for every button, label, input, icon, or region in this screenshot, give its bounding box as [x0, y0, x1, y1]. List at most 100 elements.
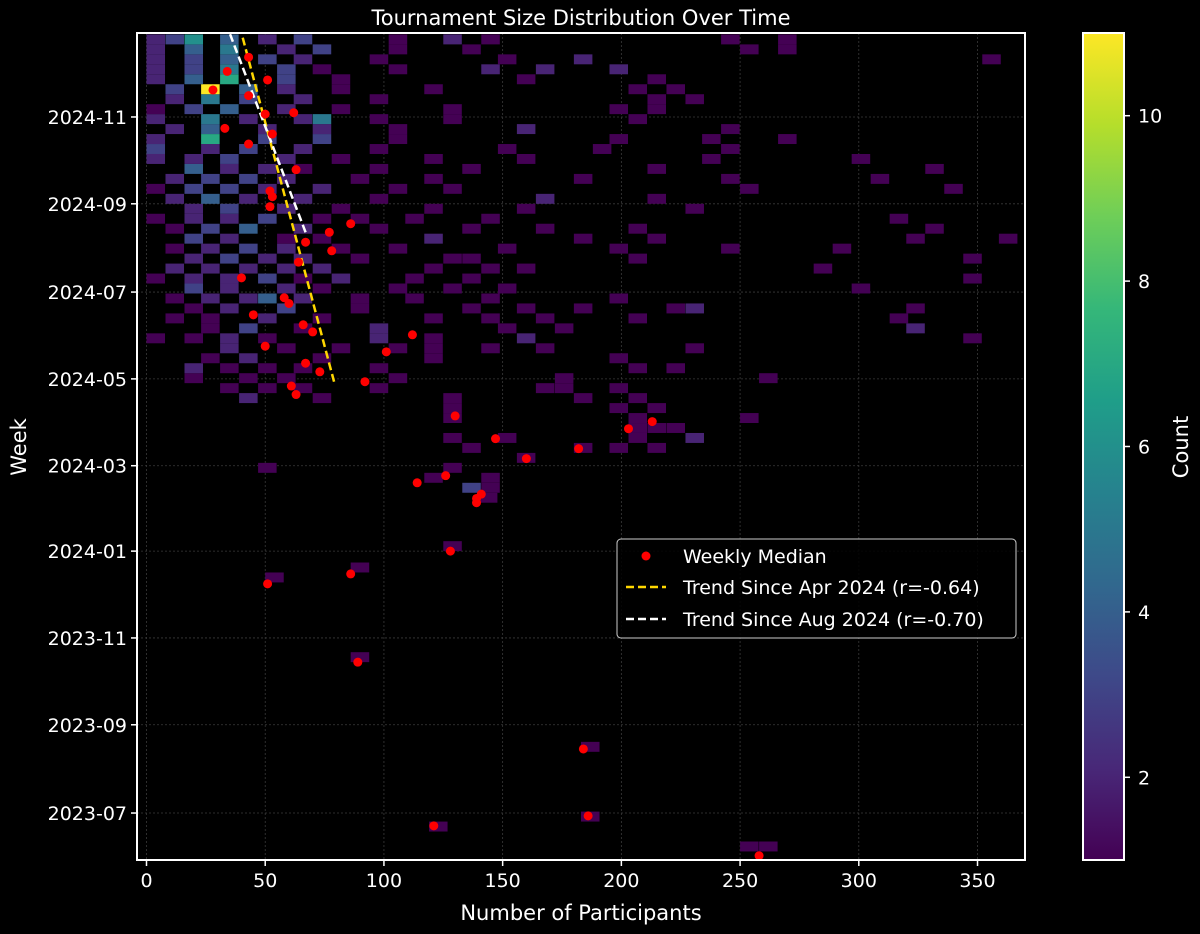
heatmap-cell [424, 203, 443, 214]
heatmap-cell [201, 293, 220, 304]
median-point [244, 139, 254, 149]
median-point [623, 424, 633, 434]
heatmap-cell [146, 213, 166, 224]
heatmap-cell [312, 233, 332, 244]
heatmap-cell [258, 54, 277, 65]
median-point [360, 377, 370, 387]
heatmap-cell [573, 173, 593, 184]
heatmap-cell [277, 373, 296, 384]
heatmap-cell [609, 403, 629, 414]
colorbar-tick-label: 8 [1138, 271, 1150, 293]
heatmap-cell [443, 253, 462, 264]
heatmap-cell [277, 44, 296, 55]
heatmap-cell [516, 153, 536, 164]
heatmap-cell [647, 403, 666, 414]
heatmap-cell [258, 313, 277, 324]
heatmap-cell [146, 144, 166, 154]
heatmap-cell [165, 124, 185, 135]
heatmap-cell [201, 323, 220, 334]
heatmap-cell [265, 572, 284, 583]
heatmap-cell [239, 84, 258, 95]
heatmap-cell [146, 153, 166, 164]
heatmap-cell [573, 54, 593, 65]
heatmap-cell [628, 114, 648, 125]
chart-title: Tournament Size Distribution Over Time [370, 6, 790, 30]
y-tick-label: 2023-11 [48, 628, 127, 650]
heatmap-cell [277, 64, 296, 75]
heatmap-cell [609, 353, 629, 364]
y-tick-label: 2024-07 [48, 282, 127, 304]
heatmap-cell [165, 293, 185, 304]
y-axis-label: Week [7, 417, 31, 475]
heatmap-cell [497, 144, 517, 154]
heatmap-cell [165, 263, 185, 274]
heatmap-cell [721, 243, 740, 254]
heatmap-cell [146, 34, 166, 45]
heatmap-cell [331, 104, 351, 115]
heatmap-cell [388, 34, 408, 45]
median-point [236, 273, 246, 283]
heatmap-cell [220, 363, 239, 374]
heatmap-cell [573, 442, 593, 453]
heatmap-cell [312, 114, 332, 125]
heatmap-cell [889, 213, 909, 224]
x-tick-label: 250 [722, 870, 758, 892]
heatmap-cell [443, 114, 462, 125]
heatmap-cell [293, 34, 313, 45]
heatmap-cell [443, 403, 462, 414]
heatmap-cell [239, 353, 258, 364]
heatmap-cell [277, 263, 296, 274]
heatmap-cell [258, 163, 277, 174]
heatmap-cell [146, 134, 166, 145]
median-point [220, 123, 230, 133]
heatmap-cell [481, 343, 500, 354]
heatmap-cell [184, 363, 204, 374]
heatmap-cell [998, 233, 1018, 244]
heatmap-cell [369, 114, 389, 125]
heatmap-cell [201, 313, 220, 324]
heatmap-cell [609, 104, 629, 115]
heatmap-cell [443, 432, 462, 443]
median-point [754, 851, 764, 860]
median-point [647, 417, 657, 427]
heatmap-cell [369, 323, 389, 334]
x-tick-label: 50 [253, 870, 277, 892]
heatmap-cell [424, 343, 443, 354]
heatmap-cell [184, 213, 204, 224]
heatmap-cell [405, 293, 424, 304]
heatmap-cell [424, 472, 443, 483]
median-point [441, 471, 451, 481]
heatmap-cell [870, 173, 890, 184]
heatmap-cell [388, 183, 408, 194]
heatmap-cell [778, 34, 797, 45]
heatmap-cell [220, 213, 239, 224]
heatmap-cell [184, 333, 204, 344]
median-point [267, 129, 277, 139]
heatmap-cell [258, 293, 277, 304]
heatmap-cell [535, 343, 555, 354]
heatmap-cell [647, 423, 666, 433]
x-tick-label: 0 [140, 870, 152, 892]
heatmap-cell [146, 44, 166, 55]
heatmap-cell [443, 462, 462, 473]
heatmap-cell [220, 153, 239, 164]
heatmap-cell [462, 442, 481, 453]
heatmap-cell [963, 253, 982, 264]
heatmap-cell [293, 293, 313, 304]
heatmap-cell [220, 383, 239, 394]
heatmap-cell [331, 203, 351, 214]
heatmap-cell [239, 373, 258, 384]
heatmap-cell [184, 283, 204, 294]
y-tick-label: 2024-03 [48, 456, 127, 478]
heatmap-cell [331, 84, 351, 95]
heatmap-cell [165, 84, 185, 95]
heatmap-cell [312, 183, 332, 194]
median-point [263, 579, 273, 589]
colorbar-label: Count [1169, 416, 1193, 478]
heatmap-cell [851, 153, 871, 164]
heatmap-cell [481, 64, 500, 75]
heatmap-cell [906, 233, 925, 244]
heatmap-cell [516, 124, 536, 135]
heatmap-cell [388, 44, 408, 55]
heatmap-cell [388, 373, 408, 384]
